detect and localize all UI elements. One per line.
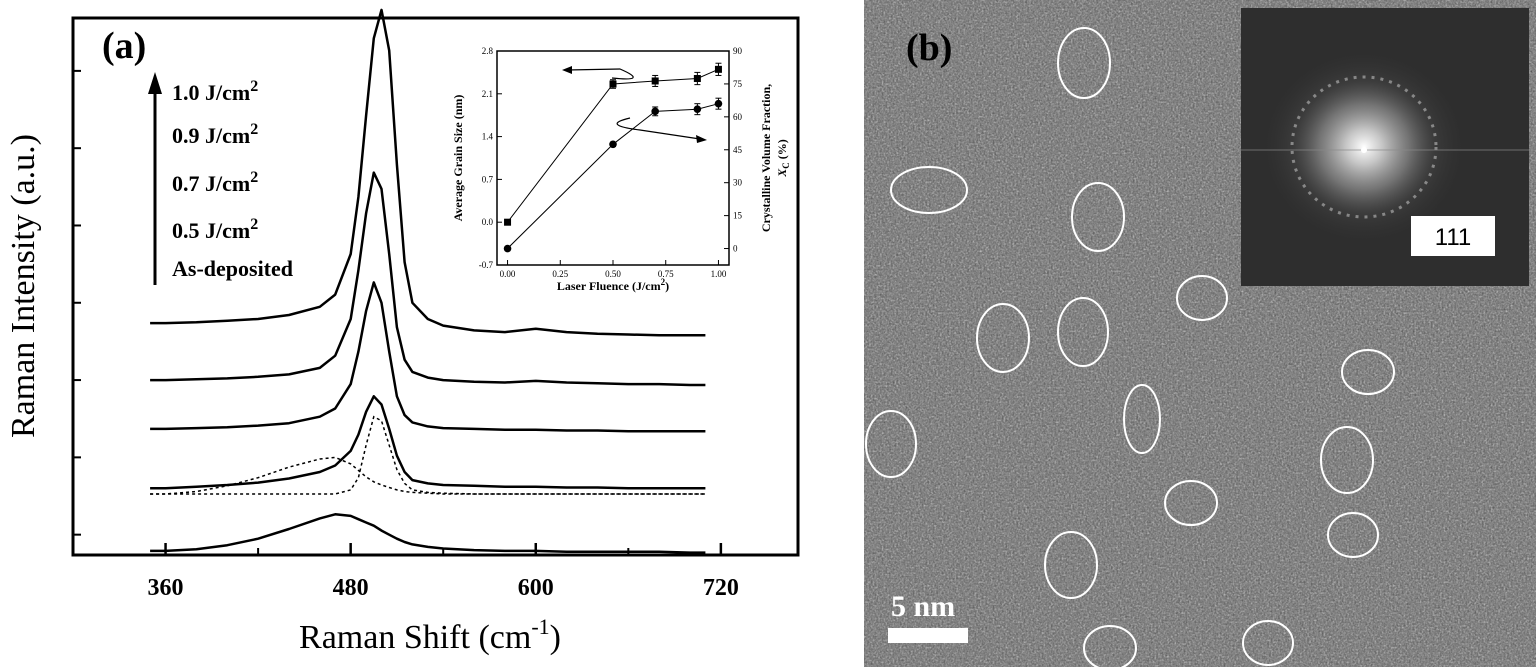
inset-square-marker [609, 80, 617, 88]
inset-circle-marker [651, 107, 659, 116]
nanocrystal-circle [1044, 531, 1098, 599]
fft-center-spot [1361, 147, 1367, 153]
inset-y2-tick-label: 60 [733, 112, 743, 122]
panel-a-label: (a) [102, 25, 146, 67]
main-x-tick-labels: 360 480 600 720 [148, 575, 739, 601]
fluence-label-1: 1.0 J/cm2 [172, 78, 258, 105]
nanocrystal-circle [1164, 480, 1218, 526]
inset-y-tick-label: 0.0 [482, 217, 494, 227]
arrow-to-right-axis [616, 117, 701, 140]
arrow-to-left-axis-head [562, 66, 572, 74]
fluence-label-2: 0.9 J/cm2 [172, 121, 258, 148]
nanocrystal-circle [890, 166, 968, 214]
nanocrystal-circle [1176, 275, 1228, 321]
inset-y2-tick-label: 30 [733, 178, 743, 188]
scale-bar-label: 5 nm [891, 590, 955, 623]
nanocrystal-circle [1071, 182, 1125, 252]
inset-x-tick-label: 0.50 [605, 269, 621, 279]
inset-square-marker [693, 75, 701, 83]
inset-y-tick-label: 0.7 [482, 174, 494, 184]
inset-y-tick-label: 1.4 [482, 132, 494, 142]
inset-square-marker [714, 65, 722, 73]
inset-x-tick-label: 1.00 [711, 269, 727, 279]
main-plot-frame [71, 16, 800, 557]
inset-y-tick-label: -0.7 [479, 260, 494, 270]
nanocrystal-circle [976, 303, 1030, 373]
panel-b-label: (b) [906, 27, 952, 69]
raman-spectra [150, 8, 706, 554]
spectrum-line [150, 171, 706, 387]
inset-x-tick-label: 0.75 [658, 269, 674, 279]
inset-square-marker [651, 77, 659, 85]
inset-y2-tick-label: 45 [733, 145, 743, 155]
spectrum-line [150, 8, 706, 337]
main-x-tick-label: 360 [148, 575, 184, 601]
spectrum-line [150, 395, 706, 490]
inset-circle-marker [714, 99, 723, 108]
nanocrystal-circle [1057, 297, 1109, 367]
tem-figure-panel: (b) 111 5 nm [864, 0, 1536, 667]
main-y-axis-label: Raman Intensity (a.u.) [5, 134, 42, 438]
inset-y2-tick-label: 90 [733, 46, 743, 56]
inset-plot: 0.00 0.25 0.50 0.75 1.00 -0.7 0.0 0.7 1.4 2.1 2.8 0… [451, 46, 791, 293]
nanocrystal-circle [1242, 620, 1294, 666]
fft-label-box [1411, 216, 1495, 256]
fft-inset: 111 [1241, 8, 1529, 286]
inset-square-marker [504, 218, 512, 226]
fluence-arrow-head [148, 72, 162, 94]
inset-x-tick-label: 0.25 [552, 269, 568, 279]
spectrum-line [150, 513, 706, 554]
inset-x-axis-label: Laser Fluence (J/cm2) [557, 277, 669, 293]
nanocrystal-circle [865, 410, 917, 478]
nanocrystal-circle [1057, 27, 1111, 99]
inset-series [503, 62, 723, 253]
nanocrystal-circle [1123, 384, 1161, 454]
nanocrystal-circle [1320, 426, 1374, 494]
fluence-label-5: As-deposited [172, 256, 293, 281]
nanocrystal-markers [865, 27, 1395, 667]
fit-component-line [150, 415, 706, 495]
inset-circle-marker [609, 140, 617, 149]
spectrum-line [150, 281, 706, 433]
fluence-label-3: 0.7 J/cm2 [172, 169, 258, 196]
arrow-to-left-axis [566, 68, 634, 80]
scale-bar [888, 628, 968, 643]
main-x-axis-label: Raman Shift (cm-1) [299, 614, 561, 656]
fft-label: 111 [1435, 224, 1471, 251]
inset-y2-tick-label: 0 [733, 244, 738, 254]
fluence-labels: 1.0 J/cm2 0.9 J/cm2 0.7 J/cm2 0.5 J/cm2 … [172, 78, 293, 281]
inset-y-axis-label: Average Grain Size (nm) [451, 95, 465, 222]
inset-y2-tick-label: 15 [733, 211, 743, 221]
raman-figure-panel: 360 480 600 720 (a) 1.0 J/cm2 0.9 J/cm2 0.7… [5, 8, 800, 656]
main-x-tick-label: 480 [333, 575, 369, 601]
nanocrystal-circle [1327, 512, 1379, 558]
nanocrystal-circle [1083, 625, 1137, 667]
inset-x-tick-label: 0.00 [500, 269, 516, 279]
main-x-tick-label: 600 [518, 575, 554, 601]
main-x-tick-label: 720 [703, 575, 739, 601]
inset-y-tick-label: 2.8 [482, 46, 494, 56]
main-axis-ticks [72, 69, 723, 555]
arrow-to-right-axis-head [696, 135, 707, 143]
nanocrystal-circle [1341, 349, 1395, 395]
inset-axis-ticks: 0.00 0.25 0.50 0.75 1.00 -0.7 0.0 0.7 1.4 2.1 2.8 0… [479, 46, 743, 279]
inset-y2-axis-label-line1: Crystalline Volume Fraction, [759, 84, 773, 232]
inset-y-tick-label: 2.1 [482, 89, 493, 99]
inset-circle-marker [693, 105, 702, 113]
inset-y2-tick-label: 75 [733, 79, 743, 89]
fluence-label-4: 0.5 J/cm2 [172, 216, 258, 243]
fft-ring [1290, 75, 1438, 219]
inset-y2-axis-label-line2: XC (%) [775, 139, 791, 178]
inset-circle-marker [503, 244, 512, 253]
